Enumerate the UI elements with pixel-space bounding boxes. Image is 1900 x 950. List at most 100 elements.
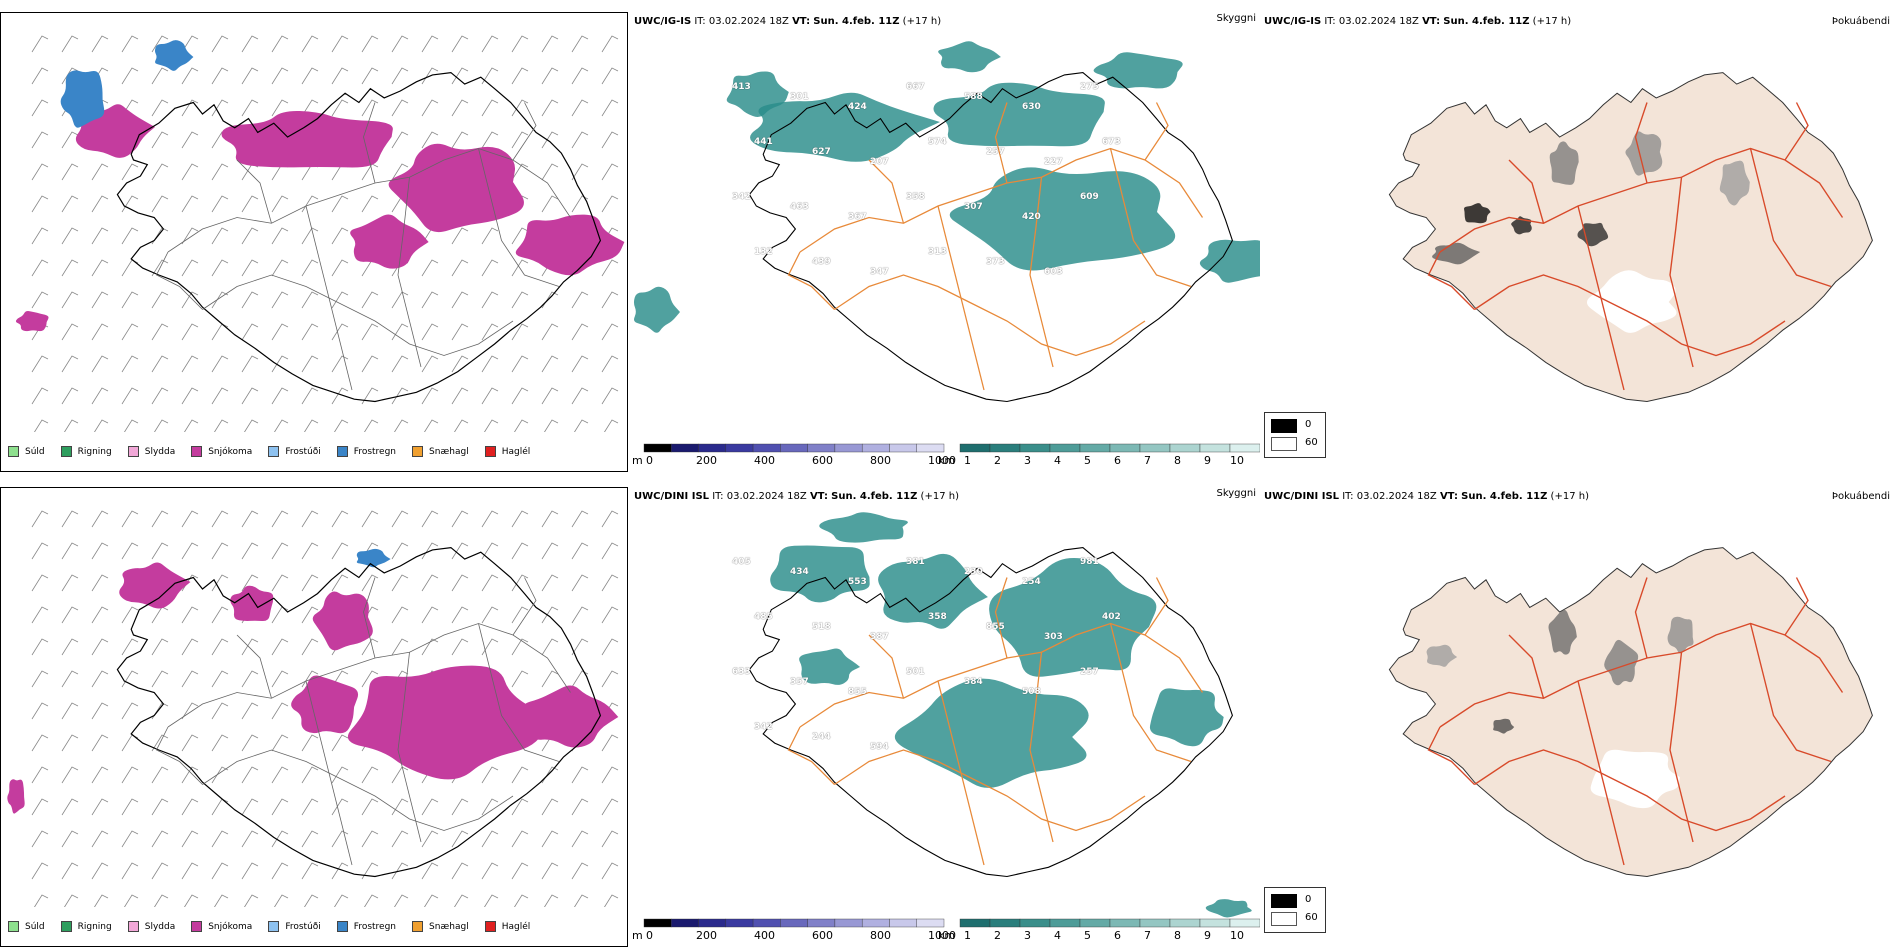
wind-barb xyxy=(121,227,139,245)
snow-area xyxy=(119,562,191,609)
legend-swatch xyxy=(127,921,139,932)
wind-barb xyxy=(601,67,619,85)
wind-barb xyxy=(331,67,349,85)
wind-barb xyxy=(541,35,559,53)
wind-barb xyxy=(211,734,229,752)
cloud-base-label: 132 xyxy=(754,247,773,257)
wind-barb xyxy=(421,323,439,341)
wind-barb xyxy=(481,894,499,912)
colorbar-segment xyxy=(889,443,917,453)
wind-barb xyxy=(151,830,169,848)
cloud-base-label: 855 xyxy=(848,687,867,697)
colorbar-tick-label: 9 xyxy=(1204,929,1211,942)
wind-barb xyxy=(391,830,409,848)
visibility-area xyxy=(894,678,1089,788)
wind-barb xyxy=(61,291,79,309)
wind-barb xyxy=(151,323,169,341)
wind-barb xyxy=(361,862,379,880)
wind-barb xyxy=(31,355,49,373)
colorbar-segment xyxy=(889,918,917,928)
colorbar-tick-label: 7 xyxy=(1144,454,1151,467)
wind-barb xyxy=(121,766,139,784)
wind-barb xyxy=(241,670,259,688)
wind-barb xyxy=(421,894,439,912)
road-line xyxy=(363,577,376,659)
visibility-area xyxy=(933,82,1105,147)
cloud-panel-2: UWC/DINI ISL IT: 03.02.2024 18Z VT: Sun.… xyxy=(632,487,1260,947)
wind-barb xyxy=(91,702,109,720)
glacier-area xyxy=(1590,749,1680,809)
colorbar-segment xyxy=(1199,443,1231,453)
it-label: IT: xyxy=(1324,16,1336,27)
cloud-base-label: 373 xyxy=(986,257,1005,267)
wind-barb xyxy=(301,259,319,277)
wind-barb xyxy=(481,291,499,309)
wind-barb xyxy=(211,67,229,85)
wind-barb xyxy=(61,862,79,880)
legend-background xyxy=(0,432,628,471)
fog-legend-white-swatch xyxy=(1271,912,1297,926)
panel-header: UWC/IG-IS IT: 03.02.2024 18Z VT: Sun. 4.… xyxy=(634,16,941,27)
cloud-base-label: 553 xyxy=(848,577,867,587)
legend-item: Frostúði xyxy=(268,446,321,457)
wind-barb xyxy=(301,798,319,816)
legend-label: Haglél xyxy=(501,446,531,457)
colorbar-tick-label: 8 xyxy=(1174,929,1181,942)
wind-barb xyxy=(241,291,259,309)
it-label: IT: xyxy=(694,16,706,27)
cloud-base-label: 413 xyxy=(732,82,751,92)
wind-barb xyxy=(451,35,469,53)
wind-barb xyxy=(571,830,589,848)
wind-barb xyxy=(31,227,49,245)
snow-area xyxy=(524,685,619,748)
road-line xyxy=(1784,577,1809,636)
fog-patch xyxy=(1625,131,1663,176)
vt-value: Sun. 4.feb. 11Z xyxy=(831,491,918,502)
cloud-base-label: 603 xyxy=(1044,267,1063,277)
wind-barb xyxy=(451,227,469,245)
wind-barb xyxy=(181,542,199,560)
legend-swatch xyxy=(8,921,19,932)
wind-barb xyxy=(31,387,49,405)
road-line xyxy=(478,148,560,287)
wind-barb xyxy=(421,259,439,277)
wind-barb xyxy=(271,734,289,752)
visibility-areas xyxy=(633,41,1260,333)
wind-barb xyxy=(151,99,169,117)
snow-area xyxy=(388,143,524,233)
wind-barb xyxy=(571,355,589,373)
wind-barb xyxy=(331,35,349,53)
wind-barb xyxy=(271,35,289,53)
roads xyxy=(155,577,571,866)
colorbar-segment xyxy=(807,443,836,453)
legend-swatch xyxy=(268,921,280,932)
fog-panel-2: UWC/DINI ISL IT: 03.02.2024 18Z VT: Sun.… xyxy=(1262,487,1890,947)
cloud-base-label: 424 xyxy=(848,102,867,112)
precip-type-map xyxy=(0,12,628,472)
cloud-base-label: 257 xyxy=(986,147,1005,157)
wind-barb xyxy=(91,830,109,848)
wind-barb xyxy=(211,574,229,592)
colorbar-tick-label: 600 xyxy=(812,929,833,942)
road-line xyxy=(868,159,905,224)
wind-barb xyxy=(121,355,139,373)
wind-barb xyxy=(181,894,199,912)
visibility-area xyxy=(819,512,908,543)
wind-barb xyxy=(181,387,199,405)
road-line xyxy=(363,102,376,184)
colorbar-segment xyxy=(725,443,754,453)
wind-barb xyxy=(541,163,559,181)
colorbar-unit: m xyxy=(632,454,643,467)
wind-barb xyxy=(31,702,49,720)
legend-item: Rigning xyxy=(60,446,112,457)
colorbar-segment xyxy=(1139,918,1171,928)
lead-time: (+17 h) xyxy=(920,491,959,502)
wind-barb xyxy=(61,638,79,656)
wind-barb xyxy=(61,323,79,341)
wind-barb xyxy=(541,323,559,341)
colorbar-segment xyxy=(698,918,727,928)
wind-barb xyxy=(601,542,619,560)
wind-barb xyxy=(421,99,439,117)
colorbar-segment xyxy=(1229,918,1260,928)
snow-area xyxy=(221,110,393,168)
